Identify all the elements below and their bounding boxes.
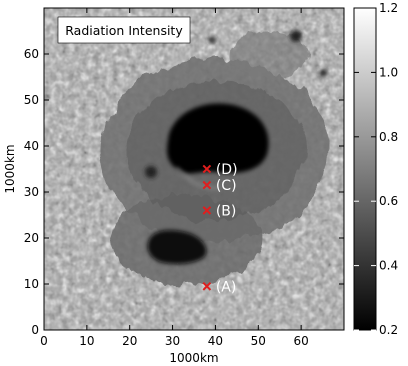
- x-tick-label: 50: [251, 334, 266, 348]
- marker-a: (A): [202, 279, 237, 295]
- marker-cross: [202, 180, 212, 190]
- x-tick-label: 10: [79, 334, 94, 348]
- colorbar-tick-label: 0.2: [379, 323, 398, 337]
- marker-cross: [202, 206, 212, 215]
- marker-c: (C): [202, 178, 237, 194]
- colorbar-gradient: [353, 7, 377, 331]
- colorbar-ticks: 0.2 0.4 0.6 0.8 1.0 1.2: [354, 1, 398, 337]
- x-tick-label: 60: [294, 334, 309, 348]
- y-tick-label: 50: [24, 93, 39, 107]
- colorbar-tick-label: 0.4: [379, 259, 398, 273]
- y-axis-label: 1000km: [3, 144, 17, 193]
- colorbar-tick-label: 1.2: [379, 1, 398, 15]
- marker-d: (D): [202, 162, 238, 178]
- y-tick-label: 10: [24, 277, 39, 291]
- colorbar-tick-label: 0.6: [379, 194, 398, 208]
- title-box: Radiation Intensity: [57, 16, 191, 44]
- marker-label: (B): [216, 203, 237, 219]
- x-tick-label: 0: [40, 334, 48, 348]
- plot-frame: [43, 7, 345, 331]
- x-tick-label: 40: [208, 334, 223, 348]
- marker-b: (B): [202, 203, 237, 219]
- chart-title: Radiation Intensity: [65, 23, 183, 38]
- colorbar: 0.2 0.4 0.6 0.8 1.0 1.2: [353, 1, 398, 337]
- y-tick-label: 30: [24, 185, 39, 199]
- x-tick-label: 20: [122, 334, 137, 348]
- marker-label: (C): [216, 178, 237, 194]
- intensity-map: [44, 8, 344, 330]
- x-axis-label: 1000km: [169, 351, 218, 365]
- marker-label: (A): [216, 279, 237, 295]
- x-axis: 0 10 20 30 40 50 60: [40, 8, 309, 348]
- colorbar-tick-label: 0.8: [379, 130, 398, 144]
- marker-cross: [202, 164, 212, 174]
- y-axis: 0 10 20 30 40 50 60: [24, 47, 344, 337]
- marker-label: (D): [216, 162, 238, 178]
- colorbar-tick-label: 1.0: [379, 65, 398, 79]
- marker-cross: [202, 281, 212, 291]
- y-tick-label: 40: [24, 139, 39, 153]
- y-tick-label: 20: [24, 231, 39, 245]
- marker-layer: (A) (B) (C)(D): [202, 162, 238, 295]
- y-tick-label: 0: [31, 323, 39, 337]
- y-tick-label: 60: [24, 47, 39, 61]
- x-tick-label: 30: [165, 334, 180, 348]
